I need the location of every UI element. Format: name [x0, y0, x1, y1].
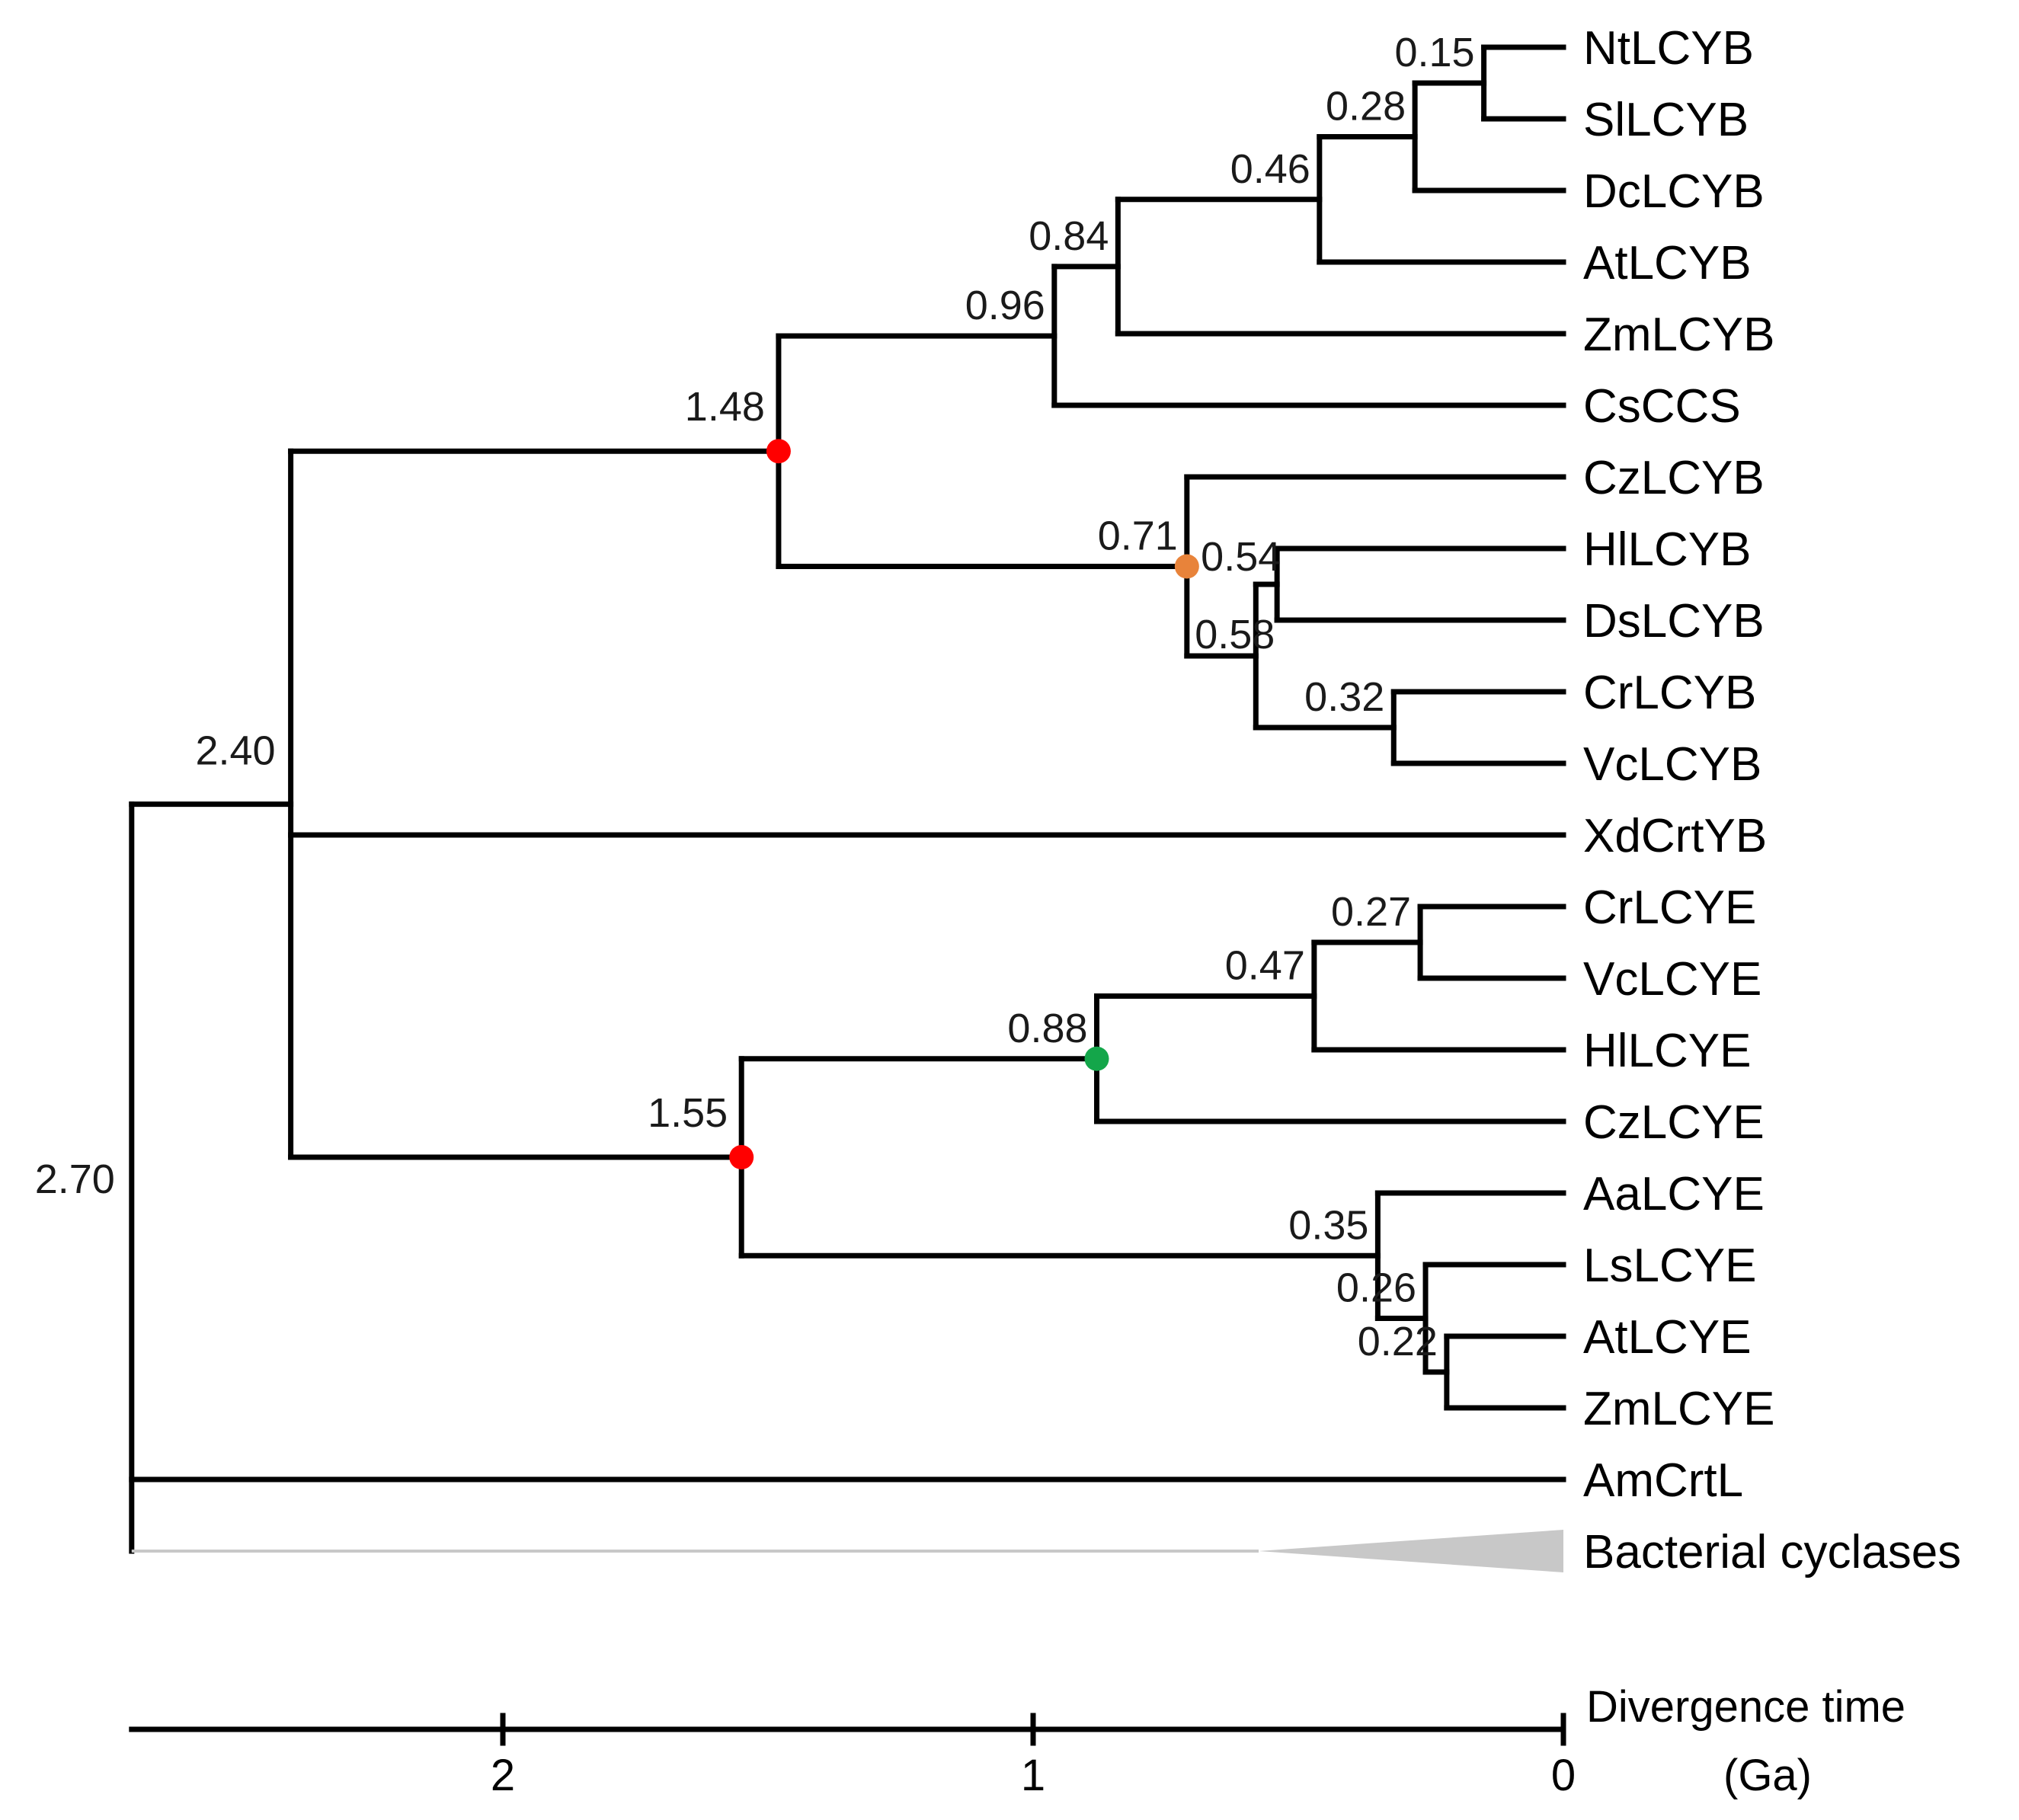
node-age-n022: 0.22 — [1358, 1319, 1438, 1364]
node-age-n155: 1.55 — [648, 1090, 728, 1136]
node-age-n047: 0.47 — [1225, 943, 1305, 989]
taxon-label-AmCrtL: AmCrtL — [1583, 1454, 1743, 1507]
tree-branches — [129, 44, 1566, 1554]
node-age-n071: 0.71 — [1098, 513, 1178, 559]
axis-title: Divergence time — [1586, 1682, 1905, 1732]
taxon-label-SlLCYB: SlLCYB — [1583, 94, 1749, 146]
taxon-label-DcLCYB: DcLCYB — [1583, 165, 1765, 218]
axis-tick-label-0: 0 — [1551, 1751, 1576, 1800]
node-markers — [729, 439, 1199, 1169]
taxon-label-ZmLCYB: ZmLCYB — [1583, 309, 1774, 361]
node-age-n046: 0.46 — [1230, 146, 1310, 192]
taxon-label-CzLCYB: CzLCYB — [1583, 452, 1765, 504]
axis-tick-label-2: 2 — [491, 1751, 515, 1800]
taxon-label-XdCrtYB: XdCrtYB — [1583, 810, 1767, 862]
taxon-label-AtLCYE: AtLCYE — [1583, 1311, 1752, 1364]
taxon-label-DsLCYB: DsLCYB — [1583, 595, 1765, 648]
taxon-label-CsCCS: CsCCS — [1583, 380, 1741, 433]
axis-tick-label-1: 1 — [1021, 1751, 1045, 1800]
node-age-n058: 0.58 — [1195, 612, 1275, 657]
node-marker-n088 — [1084, 1046, 1109, 1071]
taxon-label-CrLCYB: CrLCYB — [1583, 667, 1756, 719]
taxon-label-CrLCYE: CrLCYE — [1583, 881, 1756, 934]
node-age-n054: 0.54 — [1201, 534, 1281, 580]
node-age-n088: 0.88 — [1007, 1006, 1087, 1051]
node-age-n035: 0.35 — [1288, 1202, 1368, 1248]
taxon-label-HlLCYB: HlLCYB — [1583, 523, 1752, 576]
node-age-labels: 0.15 0.28 0.46 0.84 0.96 0.54 0.32 0.58 0.71 1.48… — [35, 30, 1475, 1364]
node-marker-n148 — [766, 439, 791, 464]
taxon-labels: NtLCYB SlLCYB DcLCYB AtLCYB ZmLCYB CsCCS CzLCY… — [1583, 22, 1774, 1507]
node-age-n148: 1.48 — [685, 384, 765, 430]
taxon-label-LsLCYE: LsLCYE — [1583, 1239, 1756, 1292]
node-age-n240: 2.40 — [195, 728, 275, 774]
node-age-n015: 0.15 — [1394, 30, 1474, 75]
collapsed-clade-triangle — [1259, 1530, 1563, 1572]
collapsed-clade: Bacterial cyclases — [1259, 1526, 1961, 1579]
node-age-n032: 0.32 — [1304, 674, 1384, 720]
taxon-label-ZmLCYE: ZmLCYE — [1583, 1383, 1774, 1435]
collapsed-clade-label: Bacterial cyclases — [1583, 1526, 1961, 1579]
taxon-label-AtLCYB: AtLCYB — [1583, 237, 1752, 289]
axis-unit: (Ga) — [1723, 1751, 1812, 1800]
taxon-label-AaLCYE: AaLCYE — [1583, 1168, 1765, 1220]
axis-ticks: 2 1 0 — [491, 1713, 1576, 1800]
taxon-label-HlLCYE: HlLCYE — [1583, 1025, 1752, 1077]
node-age-n026: 0.26 — [1336, 1265, 1416, 1311]
node-age-n028: 0.28 — [1326, 84, 1406, 130]
time-axis: 2 1 0 Divergence time (Ga) — [129, 1682, 1905, 1800]
taxon-label-VcLCYE: VcLCYE — [1583, 953, 1761, 1006]
taxon-label-VcLCYB: VcLCYB — [1583, 738, 1761, 791]
node-marker-n155 — [729, 1145, 754, 1169]
node-marker-n071 — [1174, 554, 1199, 579]
taxon-label-NtLCYB: NtLCYB — [1583, 22, 1754, 75]
node-age-n027: 0.27 — [1331, 889, 1411, 935]
node-age-n084: 0.84 — [1029, 213, 1109, 259]
node-age-n270: 2.70 — [35, 1156, 115, 1202]
taxon-label-CzLCYE: CzLCYE — [1583, 1096, 1765, 1149]
node-age-n096: 0.96 — [965, 283, 1045, 328]
